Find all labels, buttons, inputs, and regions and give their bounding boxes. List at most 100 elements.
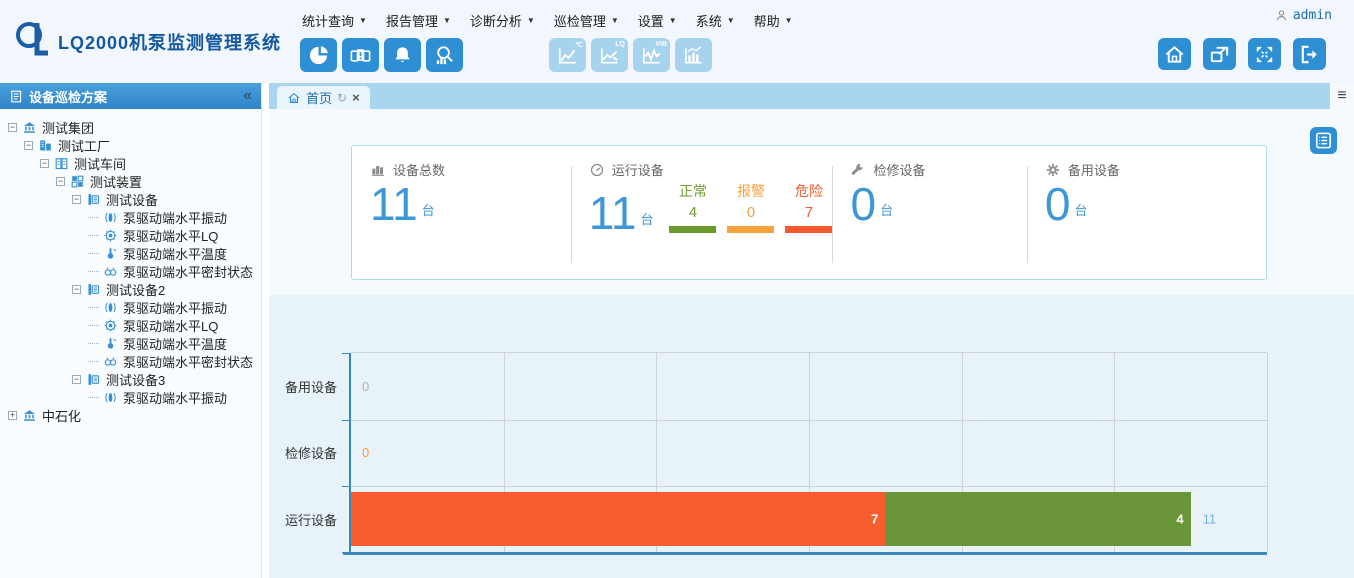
- tab-home[interactable]: 首页 ↻ ×: [277, 86, 370, 109]
- tree-connector: [88, 234, 99, 236]
- toolbar-mini-label: VIB: [655, 41, 667, 48]
- tree-connector: [88, 360, 99, 362]
- chart-category-label: 运行设备: [284, 513, 337, 529]
- substat-color-bar: [669, 226, 717, 233]
- device-tree: − 测试集团 − 测试工厂 − 测试车间 − 测试装置 − 测试设备 泵驱动端水平振动 泵驱动端水平L…: [0, 109, 261, 424]
- tree-node-4[interactable]: − 测试设备: [4, 190, 257, 208]
- tree-node-0[interactable]: − 测试集团: [4, 118, 257, 136]
- chart-bar: 7 4 11: [351, 492, 1216, 546]
- fullscreen-button[interactable]: [1248, 38, 1281, 70]
- stat-substats: 正常 4 报警 0 危险 7: [669, 181, 833, 233]
- nav-item-label: 统计查询: [302, 14, 355, 29]
- tree-node-7[interactable]: 泵驱动端水平温度: [4, 244, 257, 262]
- list-icon: [1315, 132, 1332, 149]
- vib-trend-button[interactable]: VIB: [633, 38, 670, 72]
- chevron-down-icon: ▼: [442, 16, 451, 25]
- nav-item-5[interactable]: 系统 ▼: [694, 9, 737, 32]
- chart-zero-value-label: 0: [362, 378, 370, 394]
- nav-item-4[interactable]: 设置 ▼: [636, 9, 679, 32]
- expand-node-icon[interactable]: +: [8, 409, 17, 420]
- nav-item-label: 诊断分析: [469, 14, 522, 29]
- tree-node-6[interactable]: 泵驱动端水平LQ: [4, 226, 257, 244]
- tree-node-2[interactable]: − 测试车间: [4, 154, 257, 172]
- nav-item-1[interactable]: 报告管理 ▼: [384, 9, 453, 32]
- substat-value: 7: [804, 204, 814, 221]
- chart-category-label: 检修设备: [284, 446, 337, 462]
- tree-node-13[interactable]: 泵驱动端水平密封状态: [4, 352, 257, 370]
- logout-button[interactable]: [1293, 38, 1326, 70]
- substat-label: 报警: [736, 183, 765, 199]
- bar-trend-icon: [682, 44, 705, 67]
- stat-card-value: 0: [1044, 178, 1071, 230]
- lq-trend-button[interactable]: LQ: [591, 38, 628, 72]
- monitors-button[interactable]: [342, 38, 379, 72]
- logo-icon: [16, 22, 48, 56]
- chart-gridline-v: [1114, 353, 1116, 552]
- tree-node-3[interactable]: − 测试装置: [4, 172, 257, 190]
- sidebar-collapse-button[interactable]: «: [243, 87, 252, 104]
- stat-card-header: 备用设备: [1045, 160, 1266, 179]
- collapse-node-icon[interactable]: −: [56, 175, 65, 186]
- nav-item-2[interactable]: 诊断分析 ▼: [468, 9, 537, 32]
- logout-icon: [1298, 43, 1321, 66]
- chevron-down-icon: ▼: [610, 16, 619, 25]
- home-button[interactable]: [1158, 38, 1191, 70]
- unit-icon: [70, 174, 85, 189]
- stat-card-0: 设备总数 11 台: [352, 146, 571, 279]
- temp-trend-button[interactable]: ℃: [549, 38, 586, 72]
- vibration-icon: [103, 390, 118, 405]
- substat-label: 正常: [678, 183, 707, 199]
- nav-item-0[interactable]: 统计查询 ▼: [300, 9, 369, 32]
- layout-list-button[interactable]: [1310, 127, 1337, 154]
- search-stats-button[interactable]: [426, 38, 463, 72]
- tree-node-9[interactable]: − 测试设备2: [4, 280, 257, 298]
- alarm-bell-button[interactable]: [384, 38, 421, 72]
- substat-color-bar: [785, 226, 833, 233]
- tree-node-label: 测试设备2: [106, 282, 166, 298]
- toolbar-mini-label: ℃: [575, 42, 583, 49]
- tab-refresh-icon[interactable]: ↻: [337, 90, 348, 105]
- user-name: admin: [1292, 8, 1332, 23]
- collapse-node-icon[interactable]: −: [72, 373, 81, 384]
- user-area[interactable]: admin: [1274, 8, 1332, 23]
- stat-card-header: 检修设备: [850, 160, 1026, 179]
- tree-node-11[interactable]: 泵驱动端水平LQ: [4, 316, 257, 334]
- tree-node-15[interactable]: 泵驱动端水平振动: [4, 388, 257, 406]
- vibration-icon: [103, 300, 118, 315]
- collapse-node-icon[interactable]: −: [40, 157, 49, 168]
- toolbar-mini-label: LQ: [615, 41, 625, 48]
- tree-node-5[interactable]: 泵驱动端水平振动: [4, 208, 257, 226]
- tree-node-14[interactable]: − 测试设备3: [4, 370, 257, 388]
- substat-value: 4: [688, 204, 698, 221]
- tree-node-12[interactable]: 泵驱动端水平温度: [4, 334, 257, 352]
- tree-node-8[interactable]: 泵驱动端水平密封状态: [4, 262, 257, 280]
- substat-color-bar: [727, 226, 775, 233]
- tab-close-icon[interactable]: ×: [352, 90, 360, 105]
- chart-x-axis: [343, 552, 1267, 555]
- nav-item-6[interactable]: 帮助 ▼: [752, 9, 795, 32]
- stat-card-header: 运行设备: [589, 160, 833, 179]
- stat-card-unit: 台: [880, 202, 894, 218]
- substat-value: 0: [746, 204, 756, 221]
- nav-item-label: 设置: [637, 14, 664, 29]
- chart-bar-total-label: 11: [1202, 511, 1217, 527]
- chart-axis-tick: [342, 486, 349, 488]
- gear-icon: [1045, 162, 1061, 178]
- bar-trend-button[interactable]: [675, 38, 712, 72]
- collapse-node-icon[interactable]: −: [72, 193, 81, 204]
- nav-item-3[interactable]: 巡检管理 ▼: [552, 9, 621, 32]
- tab-home-label: 首页: [306, 91, 333, 106]
- pie-chart-button[interactable]: [300, 38, 337, 72]
- tree-node-16[interactable]: + 中石化: [4, 406, 257, 424]
- stat-card-header: 设备总数: [370, 160, 571, 179]
- tree-connector: [88, 216, 99, 218]
- external-window-button[interactable]: [1203, 38, 1236, 70]
- tab-menu-icon[interactable]: ≡: [1330, 83, 1354, 109]
- collapse-node-icon[interactable]: −: [72, 283, 81, 294]
- tree-node-10[interactable]: 泵驱动端水平振动: [4, 298, 257, 316]
- chart-axis-tick: [342, 552, 349, 553]
- tree-node-1[interactable]: − 测试工厂: [4, 136, 257, 154]
- collapse-node-icon[interactable]: −: [24, 139, 33, 150]
- collapse-node-icon[interactable]: −: [8, 121, 17, 132]
